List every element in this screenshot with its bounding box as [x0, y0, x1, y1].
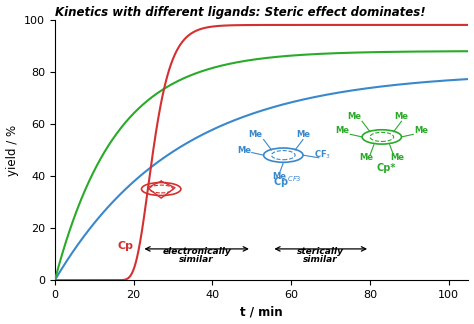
Text: CF$_3$: CF$_3$ [314, 149, 331, 161]
Text: electronically: electronically [162, 247, 231, 256]
Text: Me: Me [391, 153, 404, 162]
Text: Me: Me [273, 172, 286, 180]
Y-axis label: yield / %: yield / % [6, 124, 18, 176]
Text: Cp: Cp [118, 241, 134, 251]
Text: similar: similar [303, 255, 338, 264]
Text: Cp$^{CF3}$: Cp$^{CF3}$ [273, 175, 301, 191]
Text: Cp*: Cp* [376, 163, 395, 173]
Text: Kinetics with different ligands: Steric effect dominates!: Kinetics with different ligands: Steric … [55, 6, 426, 18]
Text: similar: similar [179, 255, 214, 264]
Text: Me: Me [394, 112, 409, 121]
Text: Me: Me [414, 126, 428, 135]
Text: Me: Me [336, 126, 349, 135]
Text: Me: Me [249, 130, 263, 139]
X-axis label: t / min: t / min [240, 306, 283, 318]
Text: Me: Me [347, 112, 361, 121]
Text: sterically: sterically [297, 247, 344, 256]
Text: Me: Me [237, 145, 251, 155]
Text: Me: Me [359, 153, 373, 162]
Text: Me: Me [296, 130, 310, 139]
